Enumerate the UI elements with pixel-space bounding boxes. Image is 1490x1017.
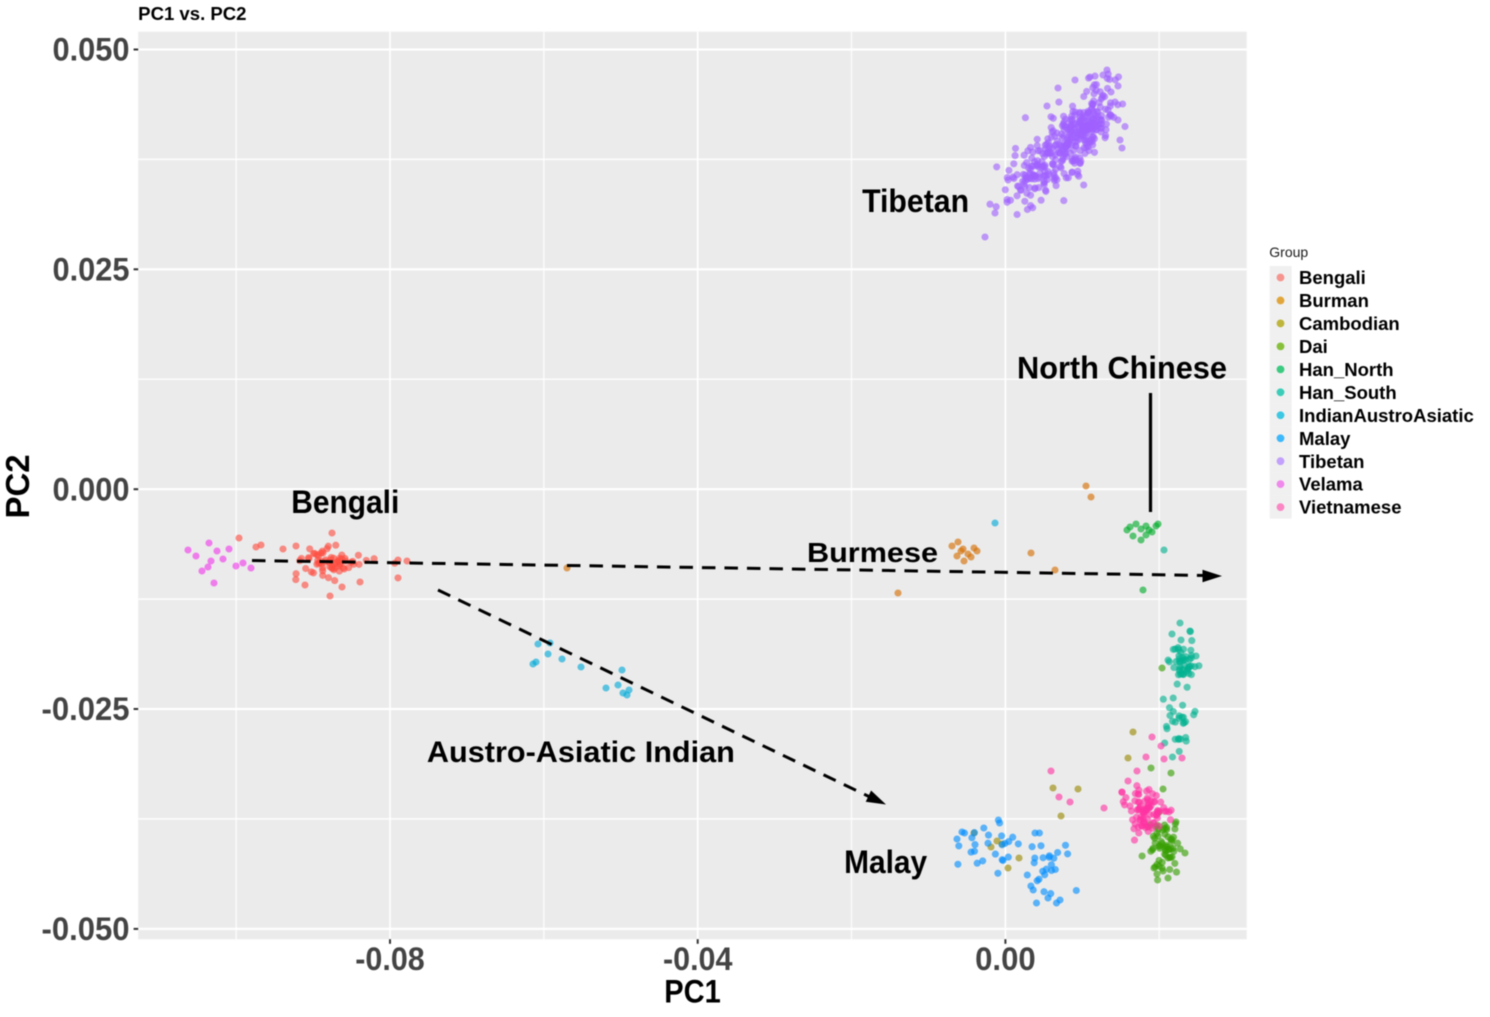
svg-text:-0.025: -0.025	[42, 691, 130, 727]
svg-text:0.025: 0.025	[53, 252, 130, 288]
svg-text:Velama: Velama	[1299, 474, 1363, 495]
svg-text:PC1 vs. PC2: PC1 vs. PC2	[138, 4, 246, 24]
svg-text:Malay: Malay	[1299, 428, 1351, 449]
svg-text:Han_North: Han_North	[1299, 359, 1394, 380]
svg-text:Vietnamese: Vietnamese	[1299, 497, 1402, 518]
svg-text:Bengali: Bengali	[1299, 267, 1366, 288]
svg-text:PC2: PC2	[0, 455, 37, 519]
svg-text:-0.050: -0.050	[42, 911, 130, 947]
svg-text:Cambodian: Cambodian	[1299, 313, 1400, 334]
svg-text:Tibetan: Tibetan	[1299, 451, 1364, 472]
svg-text:0.00: 0.00	[975, 941, 1036, 977]
svg-text:-0.08: -0.08	[355, 941, 424, 977]
svg-text:Burman: Burman	[1299, 290, 1369, 311]
svg-text:Malay: Malay	[844, 844, 927, 880]
svg-text:IndianAustroAsiatic: IndianAustroAsiatic	[1299, 405, 1474, 426]
svg-text:0.000: 0.000	[53, 471, 130, 507]
svg-text:Burmese: Burmese	[807, 537, 938, 568]
svg-text:Bengali: Bengali	[291, 484, 399, 520]
svg-text:Han_South: Han_South	[1299, 382, 1397, 403]
svg-text:Group: Group	[1269, 244, 1308, 260]
svg-text:PC1: PC1	[664, 973, 721, 1009]
svg-text:Dai: Dai	[1299, 336, 1328, 357]
svg-text:-0.04: -0.04	[663, 941, 733, 977]
svg-text:0.050: 0.050	[53, 32, 130, 68]
svg-text:Austro-Asiatic Indian: Austro-Asiatic Indian	[427, 736, 735, 769]
svg-text:Tibetan: Tibetan	[862, 183, 969, 219]
svg-text:North Chinese: North Chinese	[1017, 350, 1227, 386]
